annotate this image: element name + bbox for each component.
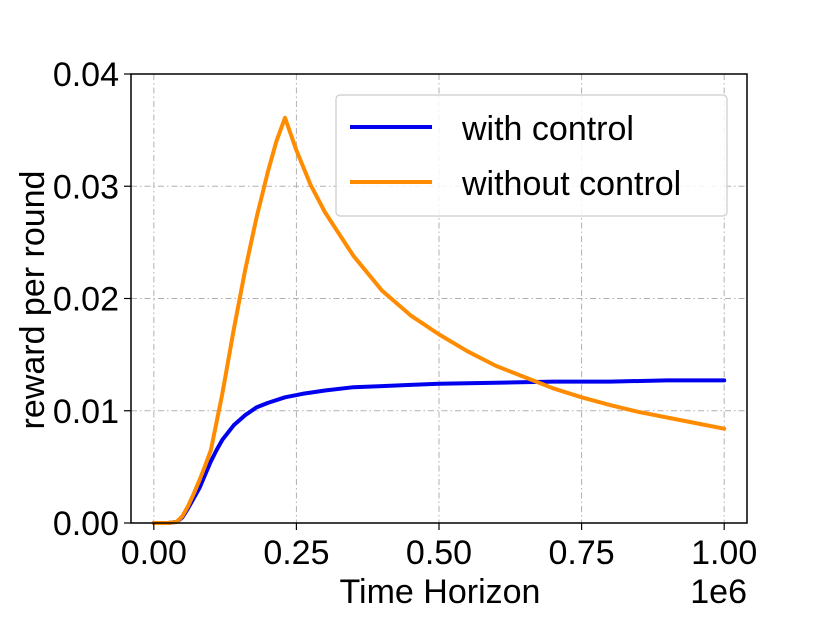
x-axis-offset-label: 1e6 [690, 573, 747, 611]
y-axis-label: reward per round [14, 171, 52, 430]
legend: with control without control [335, 94, 728, 217]
legend-label-with-control: with control [461, 110, 634, 148]
legend-box [335, 94, 728, 217]
y-tick-label: 0.04 [53, 56, 119, 94]
legend-label-without-control: without control [461, 165, 681, 203]
series-line-1 [151, 115, 727, 525]
y-tick-label: 0.03 [53, 168, 119, 206]
y-tick-label: 0.02 [53, 281, 119, 319]
series-layer [151, 115, 727, 525]
y-tick-label: 0.00 [53, 505, 119, 543]
tick-layer: 0.00 0.25 0.50 0.75 1.00 0.00 0.01 0.02 0.03 0.04 [53, 56, 757, 572]
x-tick-label: 0.50 [406, 534, 472, 572]
x-tick-label: 1.00 [691, 534, 757, 572]
x-tick-label: 0.25 [263, 534, 329, 572]
y-tick-label: 0.01 [53, 393, 119, 431]
x-tick-label: 0.00 [121, 534, 187, 572]
x-tick-label: 0.75 [548, 534, 614, 572]
x-axis-label: Time Horizon [340, 573, 541, 611]
